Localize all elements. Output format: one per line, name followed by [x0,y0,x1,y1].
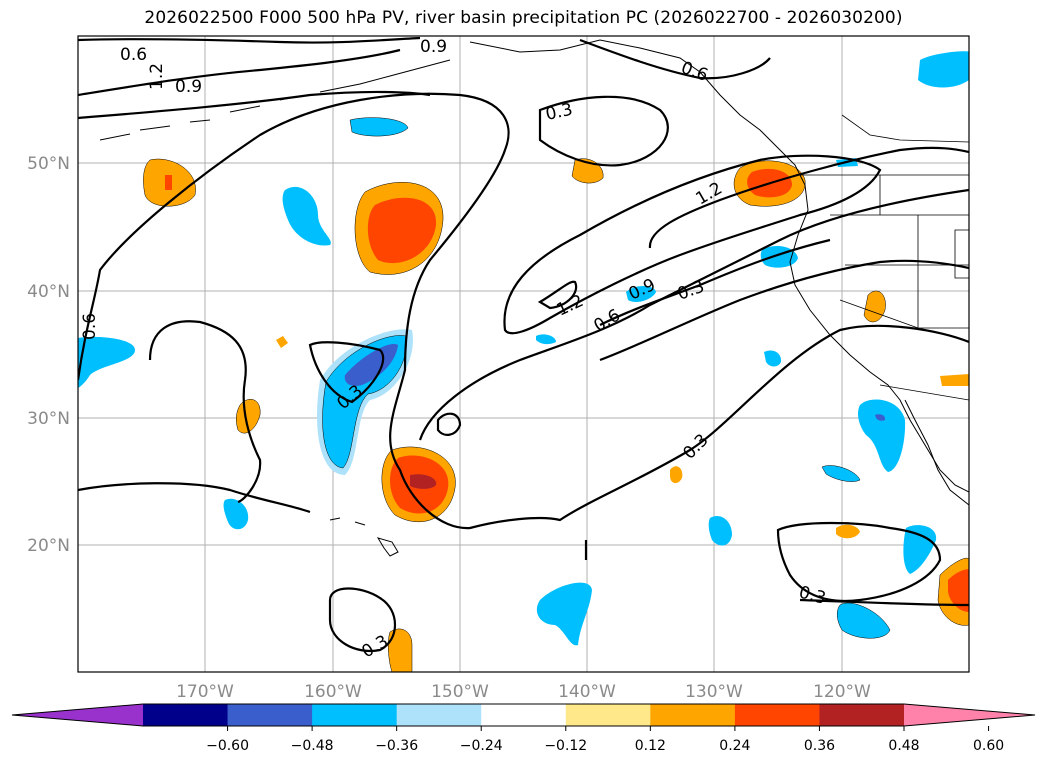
colorbar-segment [143,704,229,726]
precip-blob [626,285,656,303]
pv-contour [328,587,396,653]
colorbar: −0.60 −0.48 −0.36 −0.24 −0.12 0.12 0.24 0.36 0.4… [11,703,1036,754]
lat-label-30n: 30°N [27,409,70,429]
precip-blob [670,466,683,484]
pv-contour [599,259,969,362]
precip-blob [276,336,288,348]
pv-contour [78,482,311,514]
precip-blob [410,474,437,489]
colorbar-tick-label: 0.60 [973,738,1004,754]
lat-label-40n: 40°N [27,282,70,302]
colorbar-segment [650,704,736,726]
colorbar-segment [396,704,482,726]
contour-label: 0.9 [420,37,447,57]
pv-contour [799,598,969,607]
gridlines [78,36,969,672]
pv-contour [579,38,771,80]
precip-blob [948,569,969,612]
colorbar-extend-max [904,704,1035,726]
latitude-labels: 50°N 40°N 30°N 20°N [27,154,70,556]
precip-blob [903,525,937,574]
pv-contour [776,521,942,603]
contour-labels: 0.9 1.2 0.9 0.6 0.6 0.3 1.2 1.2 0.9 0.6 … [80,37,828,662]
lon-label-120w: 120°W [813,682,871,702]
colorbar-tick-label: −0.48 [291,738,334,754]
lat-label-20n: 20°N [27,536,70,556]
colorbar-tick-label: 0.48 [888,738,919,754]
precip-blob [282,186,331,246]
precip-blob [344,344,398,386]
pv-contour [599,238,831,326]
colorbar-tick-label: 0.24 [719,738,750,754]
colorbar-tick-label: −0.60 [206,738,249,754]
pv-contour [436,412,462,436]
coastline-aleutians [99,59,451,141]
precip-blob [875,414,886,421]
colorbar-segment [481,704,567,726]
lon-label-150w: 150°W [431,682,489,702]
pv-contour [538,95,669,167]
contour-label: 1.2 [147,63,167,90]
colorbar-segment [312,704,398,726]
longitude-labels: 170°W 160°W 150°W 140°W 130°W 120°W [176,682,871,702]
pv-contour [78,90,431,120]
precip-blob [940,374,969,386]
coastlines [99,39,969,557]
precip-blob [223,498,249,530]
precip-blob [708,515,732,546]
pv-contour [308,341,385,404]
pv-contour [78,36,421,44]
precip-blob [536,582,592,646]
lon-label-170w: 170°W [176,682,234,702]
colorbar-segment [819,704,905,726]
pv-contour [148,320,262,504]
precip-blob [78,336,135,388]
colorbar-tick-label: −0.24 [460,738,503,754]
precip-blob [821,465,861,482]
precip-blob [536,334,556,345]
pv-contour [503,154,882,335]
pv-contour [648,146,969,249]
map-frame [77,35,970,673]
pv-contour [78,92,969,530]
colorbar-segment [227,704,313,726]
colorbar-extend-min [12,704,143,726]
lon-label-140w: 140°W [558,682,616,702]
border-alaska-canada [841,114,969,143]
precip-blob [236,399,261,434]
coastline-hawaii [329,517,399,557]
coastline-alaska [469,39,969,493]
coastline-baja [904,399,969,506]
contour-label: 0.6 [120,45,147,65]
precip-blob [918,51,969,88]
lon-label-160w: 160°W [304,682,362,702]
map-title: 2026022500 F000 500 hPa PV, river basin … [144,8,903,28]
colorbar-tick-label: −0.12 [544,738,587,754]
pv-contour [537,280,578,310]
precip-blob [388,628,413,672]
contour-label: 0.9 [175,77,202,97]
colorbar-segment [734,704,820,726]
colorbar-outline [11,703,1036,727]
precip-blob [764,350,782,367]
colorbar-tick-label: 0.36 [804,738,835,754]
precip-blob [836,524,860,539]
colorbar-tick-label: −0.36 [375,738,418,754]
pv-contour [78,48,401,97]
precip-blob [349,117,409,137]
contour-label: 0.6 [80,313,100,340]
pv-contours [78,36,969,653]
precip-blob [367,197,437,264]
colorbar-tick-label: 0.12 [635,738,666,754]
lat-label-50n: 50°N [27,154,70,174]
colorbar-segment [565,704,651,726]
lon-label-130w: 130°W [685,682,743,702]
precip-blob [837,602,891,639]
precip-blob [165,175,172,190]
map-background [78,36,969,672]
precip-blob [858,399,906,472]
